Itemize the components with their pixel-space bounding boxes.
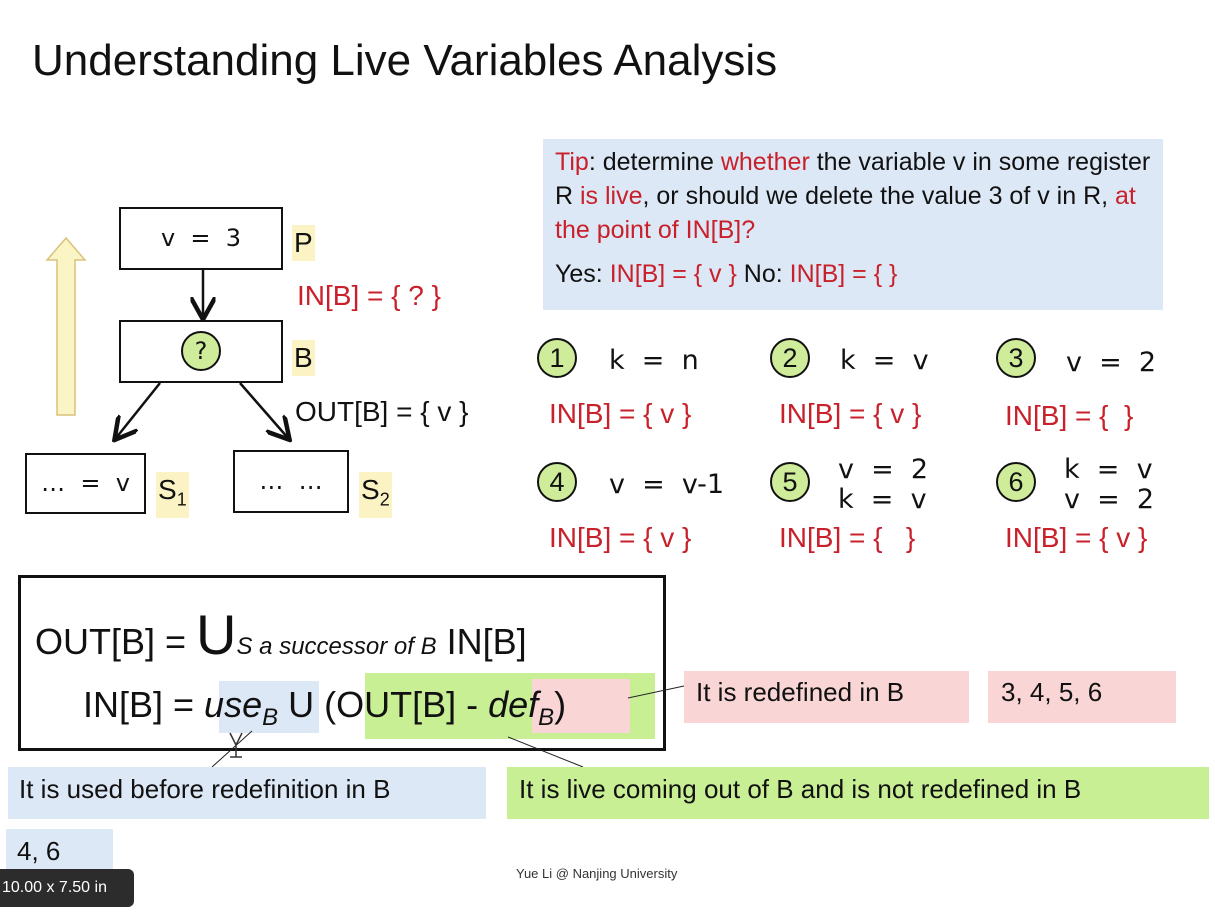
case-2-result: IN[B] = { v } xyxy=(779,398,922,429)
case-3-result: IN[B] = { } xyxy=(1005,400,1134,431)
def-subscript: B xyxy=(538,704,555,732)
no-value: IN[B] = { } xyxy=(789,260,898,288)
yes-label: Yes: xyxy=(555,260,610,288)
s2-subscript: 2 xyxy=(379,489,390,510)
case-5-stmt: v = 2 k = v xyxy=(838,454,929,515)
out-lhs: OUT[B] = xyxy=(35,621,197,662)
block-s2-label: S2 xyxy=(359,472,392,518)
block-s1-stmt: … = v xyxy=(41,469,130,497)
tip-text: Tip: determine whether the variable v in… xyxy=(555,145,1163,247)
case-4-marker: 4 xyxy=(537,462,577,502)
redefined-note: It is redefined in B xyxy=(684,671,969,723)
case-6-stmt: k = v v = 2 xyxy=(1064,454,1155,515)
case-2-marker: 2 xyxy=(770,338,810,378)
case-2-stmt: k = v xyxy=(840,345,929,376)
slide-dimensions-badge: 10.00 x 7.50 in xyxy=(0,869,134,907)
block-b-label: B xyxy=(292,340,315,376)
tip-keyword: Tip xyxy=(555,148,589,176)
union-symbol: U xyxy=(196,603,237,666)
formula-box: OUT[B] = US a successor of B IN[B] IN[B]… xyxy=(18,575,666,751)
union-subscript: S a successor of B xyxy=(236,633,437,660)
block-s2: … … xyxy=(233,450,349,513)
tip-answer: Yes: IN[B] = { v } No: IN[B] = { } xyxy=(555,257,1163,291)
in-b-question: IN[B] = { ? } xyxy=(297,280,441,311)
footer-credit: Yue Li @ Nanjing University xyxy=(516,866,678,881)
tip-text-part: the variable v in some register R xyxy=(555,148,1151,210)
case-5-marker: 5 xyxy=(770,462,810,502)
case-6-result: IN[B] = { v } xyxy=(1005,522,1148,553)
in-close-paren: ) xyxy=(554,684,567,725)
tip-text-part: , or should we delete the value 3 of v i… xyxy=(642,182,1116,210)
block-p: v = 3 xyxy=(119,207,283,270)
block-s2-stmt: … … xyxy=(259,467,323,495)
out-b-label: OUT[B] = { v } xyxy=(295,396,469,427)
block-b: ? xyxy=(119,320,283,383)
case-6-marker: 6 xyxy=(996,462,1036,502)
tip-highlight-is-live: is live xyxy=(580,182,643,210)
use-highlight xyxy=(219,681,319,733)
case-3-marker: 3 xyxy=(996,338,1036,378)
s1-letter: S xyxy=(158,474,177,505)
case-4-result: IN[B] = { v } xyxy=(549,522,692,553)
flow-direction-arrow xyxy=(45,236,87,416)
case-3-stmt: v = 2 xyxy=(1066,347,1157,378)
case-1-marker: 1 xyxy=(537,338,577,378)
tip-highlight-whether: whether xyxy=(720,148,810,176)
use-subscript: B xyxy=(262,704,279,732)
unknown-stmt-marker: ? xyxy=(181,331,221,371)
no-label: No: xyxy=(736,260,790,288)
block-s1: … = v xyxy=(25,453,146,514)
in-lhs: IN[B] = xyxy=(83,684,205,725)
tip-text-part: : determine xyxy=(588,148,721,176)
live-note: It is live coming out of B and is not re… xyxy=(507,767,1209,819)
s2-letter: S xyxy=(361,474,380,505)
edge-b-s2 xyxy=(239,382,288,438)
block-p-label: P xyxy=(292,225,315,261)
case-1-stmt: k = n xyxy=(609,345,699,376)
case-4-stmt: v = v-1 xyxy=(609,469,725,500)
used-note: It is used before redefinition in B xyxy=(8,767,486,819)
in-equation: IN[B] = useB U (OUT[B] - defB) xyxy=(83,684,566,732)
used-cases: 4, 6 xyxy=(6,829,113,873)
out-rhs: IN[B] xyxy=(436,621,527,662)
cfg-arrows xyxy=(45,236,560,560)
tip-box: Tip: determine whether the variable v in… xyxy=(543,139,1163,310)
redefined-cases: 3, 4, 5, 6 xyxy=(988,671,1176,723)
slide-title: Understanding Live Variables Analysis xyxy=(32,36,778,85)
case-5-result: IN[B] = { } xyxy=(779,522,916,553)
def-highlight xyxy=(532,679,630,733)
case-1-result: IN[B] = { v } xyxy=(549,398,692,429)
edge-b-s1 xyxy=(116,382,161,438)
def-term: def xyxy=(488,684,539,725)
block-p-stmt: v = 3 xyxy=(160,224,242,252)
block-s1-label: S1 xyxy=(156,472,189,518)
out-equation: OUT[B] = US a successor of B IN[B] xyxy=(35,602,527,667)
use-term: use xyxy=(204,684,263,725)
s1-subscript: 1 xyxy=(176,489,187,510)
in-middle: U (OUT[B] - xyxy=(278,684,489,725)
tip-highlight-point: at the point of IN[B]? xyxy=(555,182,1136,244)
yes-value: IN[B] = { v } xyxy=(609,260,737,288)
